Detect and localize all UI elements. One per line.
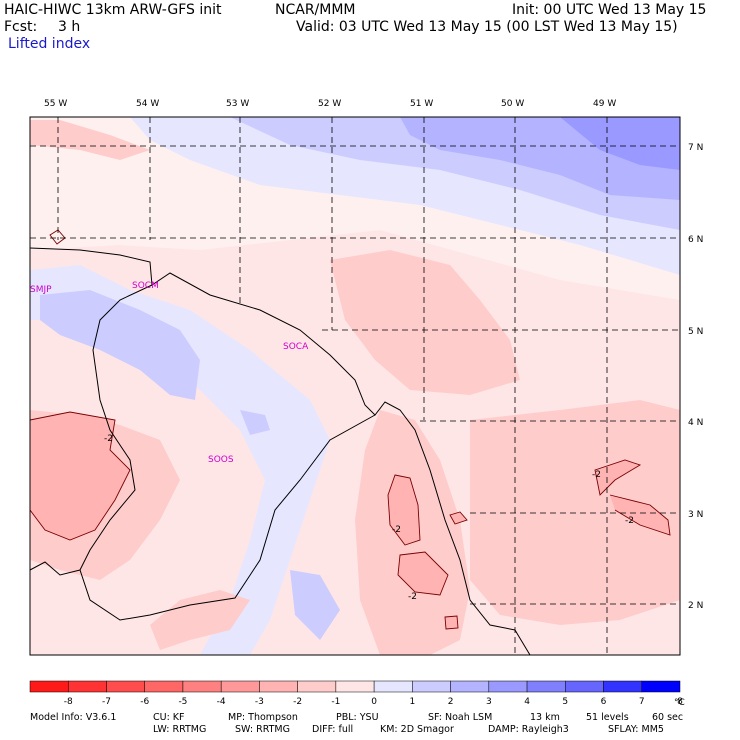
valid-time: Valid: 03 UTC Wed 13 May 15 (00 LST Wed … — [296, 19, 678, 35]
footer-item: CU: KF — [153, 712, 185, 723]
station-label: SOCM — [132, 281, 159, 291]
colorbar-swatch — [526, 680, 566, 693]
colorbar-swatch — [106, 680, 145, 693]
footer-line-1: Model Info: V3.6.1 CU: KF MP: Thompson P… — [30, 712, 730, 724]
footer-item: Model Info: V3.6.1 — [30, 712, 117, 723]
lifted-index-field — [30, 117, 680, 655]
footer-line-2: LW: RRTMG SW: RRTMG DIFF: full KM: 2D Sm… — [30, 724, 730, 736]
colorbar-tick-label: -5 — [178, 697, 187, 707]
model-title: HAIC-HIWC 13km ARW-GFS init — [4, 2, 222, 18]
colorbar-swatch — [450, 680, 490, 693]
fcst-label: Fcst: — [4, 19, 38, 35]
lat-label: 5 N — [688, 327, 703, 337]
contour-label: -2 — [592, 470, 601, 480]
lon-label: 51 W — [410, 99, 433, 109]
colorbar-unit: °C — [674, 698, 685, 708]
footer-item: KM: 2D Smagor — [380, 724, 454, 735]
footer-item: 13 km — [530, 712, 560, 723]
station-label: SMJP — [30, 285, 52, 295]
colorbar-swatch — [373, 680, 413, 693]
footer-item: SF: Noah LSM — [428, 712, 493, 723]
colorbar-tick-label: 5 — [562, 697, 568, 707]
contour-label: -2 — [408, 592, 417, 602]
colorbar-tick-label: -4 — [217, 697, 226, 707]
footer-item: MP: Thompson — [228, 712, 298, 723]
colorbar-swatch — [297, 680, 337, 693]
colorbar-swatch — [412, 680, 451, 693]
lat-label: 4 N — [688, 418, 703, 428]
colorbar-tick-label: 7 — [639, 697, 645, 707]
lon-label: 50 W — [501, 99, 524, 109]
footer-item: 51 levels — [586, 712, 629, 723]
colorbar-tick-label: 2 — [448, 697, 454, 707]
lon-label: 54 W — [136, 99, 159, 109]
footer-item: PBL: YSU — [336, 712, 379, 723]
footer-item: DIFF: full — [312, 724, 354, 735]
colorbar-tick-label: -3 — [255, 697, 264, 707]
colorbar-swatch — [641, 680, 681, 693]
lat-label: 7 N — [688, 143, 703, 153]
colorbar-swatch — [565, 680, 604, 693]
colorbar-swatch — [29, 680, 69, 693]
colorbar-swatch — [220, 680, 260, 693]
contour-lines — [30, 229, 671, 630]
plot-frame — [29, 116, 681, 656]
colorbar-swatch — [182, 680, 222, 693]
colorbar-tick-label: 8 — [677, 697, 683, 707]
coastlines — [30, 247, 531, 655]
contour-label: -2 — [392, 525, 401, 535]
colorbar-tick-label: -7 — [102, 697, 111, 707]
colorbar-swatch — [144, 680, 184, 693]
footer-item: 60 sec — [652, 712, 684, 723]
lat-label: 6 N — [688, 235, 703, 245]
colorbar-tick-label: -6 — [140, 697, 149, 707]
colorbar: -8 -7 -6 -5 -4 -3 -2 -1 0 1 2 3 4 5 6 7 8 — [29, 680, 683, 707]
lon-label: 55 W — [44, 99, 67, 109]
colorbar-tick-label: 0 — [371, 697, 377, 707]
lat-lon-grid — [30, 117, 680, 655]
footer-item: SW: RRTMG — [235, 724, 290, 735]
station-label: SOOS — [208, 455, 234, 465]
contour-label: -2 — [104, 434, 113, 444]
colorbar-tick-label: -1 — [331, 697, 340, 707]
station-label: SOCA — [283, 342, 309, 352]
colorbar-tick-label: -8 — [64, 697, 73, 707]
lon-label: 49 W — [593, 99, 616, 109]
colorbar-swatch — [603, 680, 643, 693]
contour-label: -2 — [625, 516, 634, 526]
fcst-value: 3 h — [58, 19, 81, 35]
colorbar-tick-label: 6 — [601, 697, 607, 707]
lon-label: 53 W — [226, 99, 249, 109]
footer-item: SFLAY: MM5 — [608, 724, 664, 735]
field-name: Lifted index — [8, 36, 91, 52]
footer-item: LW: RRTMG — [153, 724, 207, 735]
lat-label: 3 N — [688, 510, 703, 520]
org-label: NCAR/MMM — [275, 2, 356, 18]
init-time: Init: 00 UTC Wed 13 May 15 — [512, 2, 707, 18]
colorbar-swatch — [67, 680, 107, 693]
colorbar-swatch — [488, 680, 528, 693]
lon-label: 52 W — [318, 99, 341, 109]
colorbar-swatch — [259, 680, 298, 693]
colorbar-tick-label: 1 — [409, 697, 415, 707]
colorbar-swatch — [335, 680, 375, 693]
colorbar-tick-label: 4 — [524, 697, 530, 707]
colorbar-tick-label: 3 — [486, 697, 492, 707]
lat-label: 2 N — [688, 601, 703, 611]
colorbar-tick-label: -2 — [293, 697, 302, 707]
footer-item: DAMP: Rayleigh3 — [488, 724, 569, 735]
